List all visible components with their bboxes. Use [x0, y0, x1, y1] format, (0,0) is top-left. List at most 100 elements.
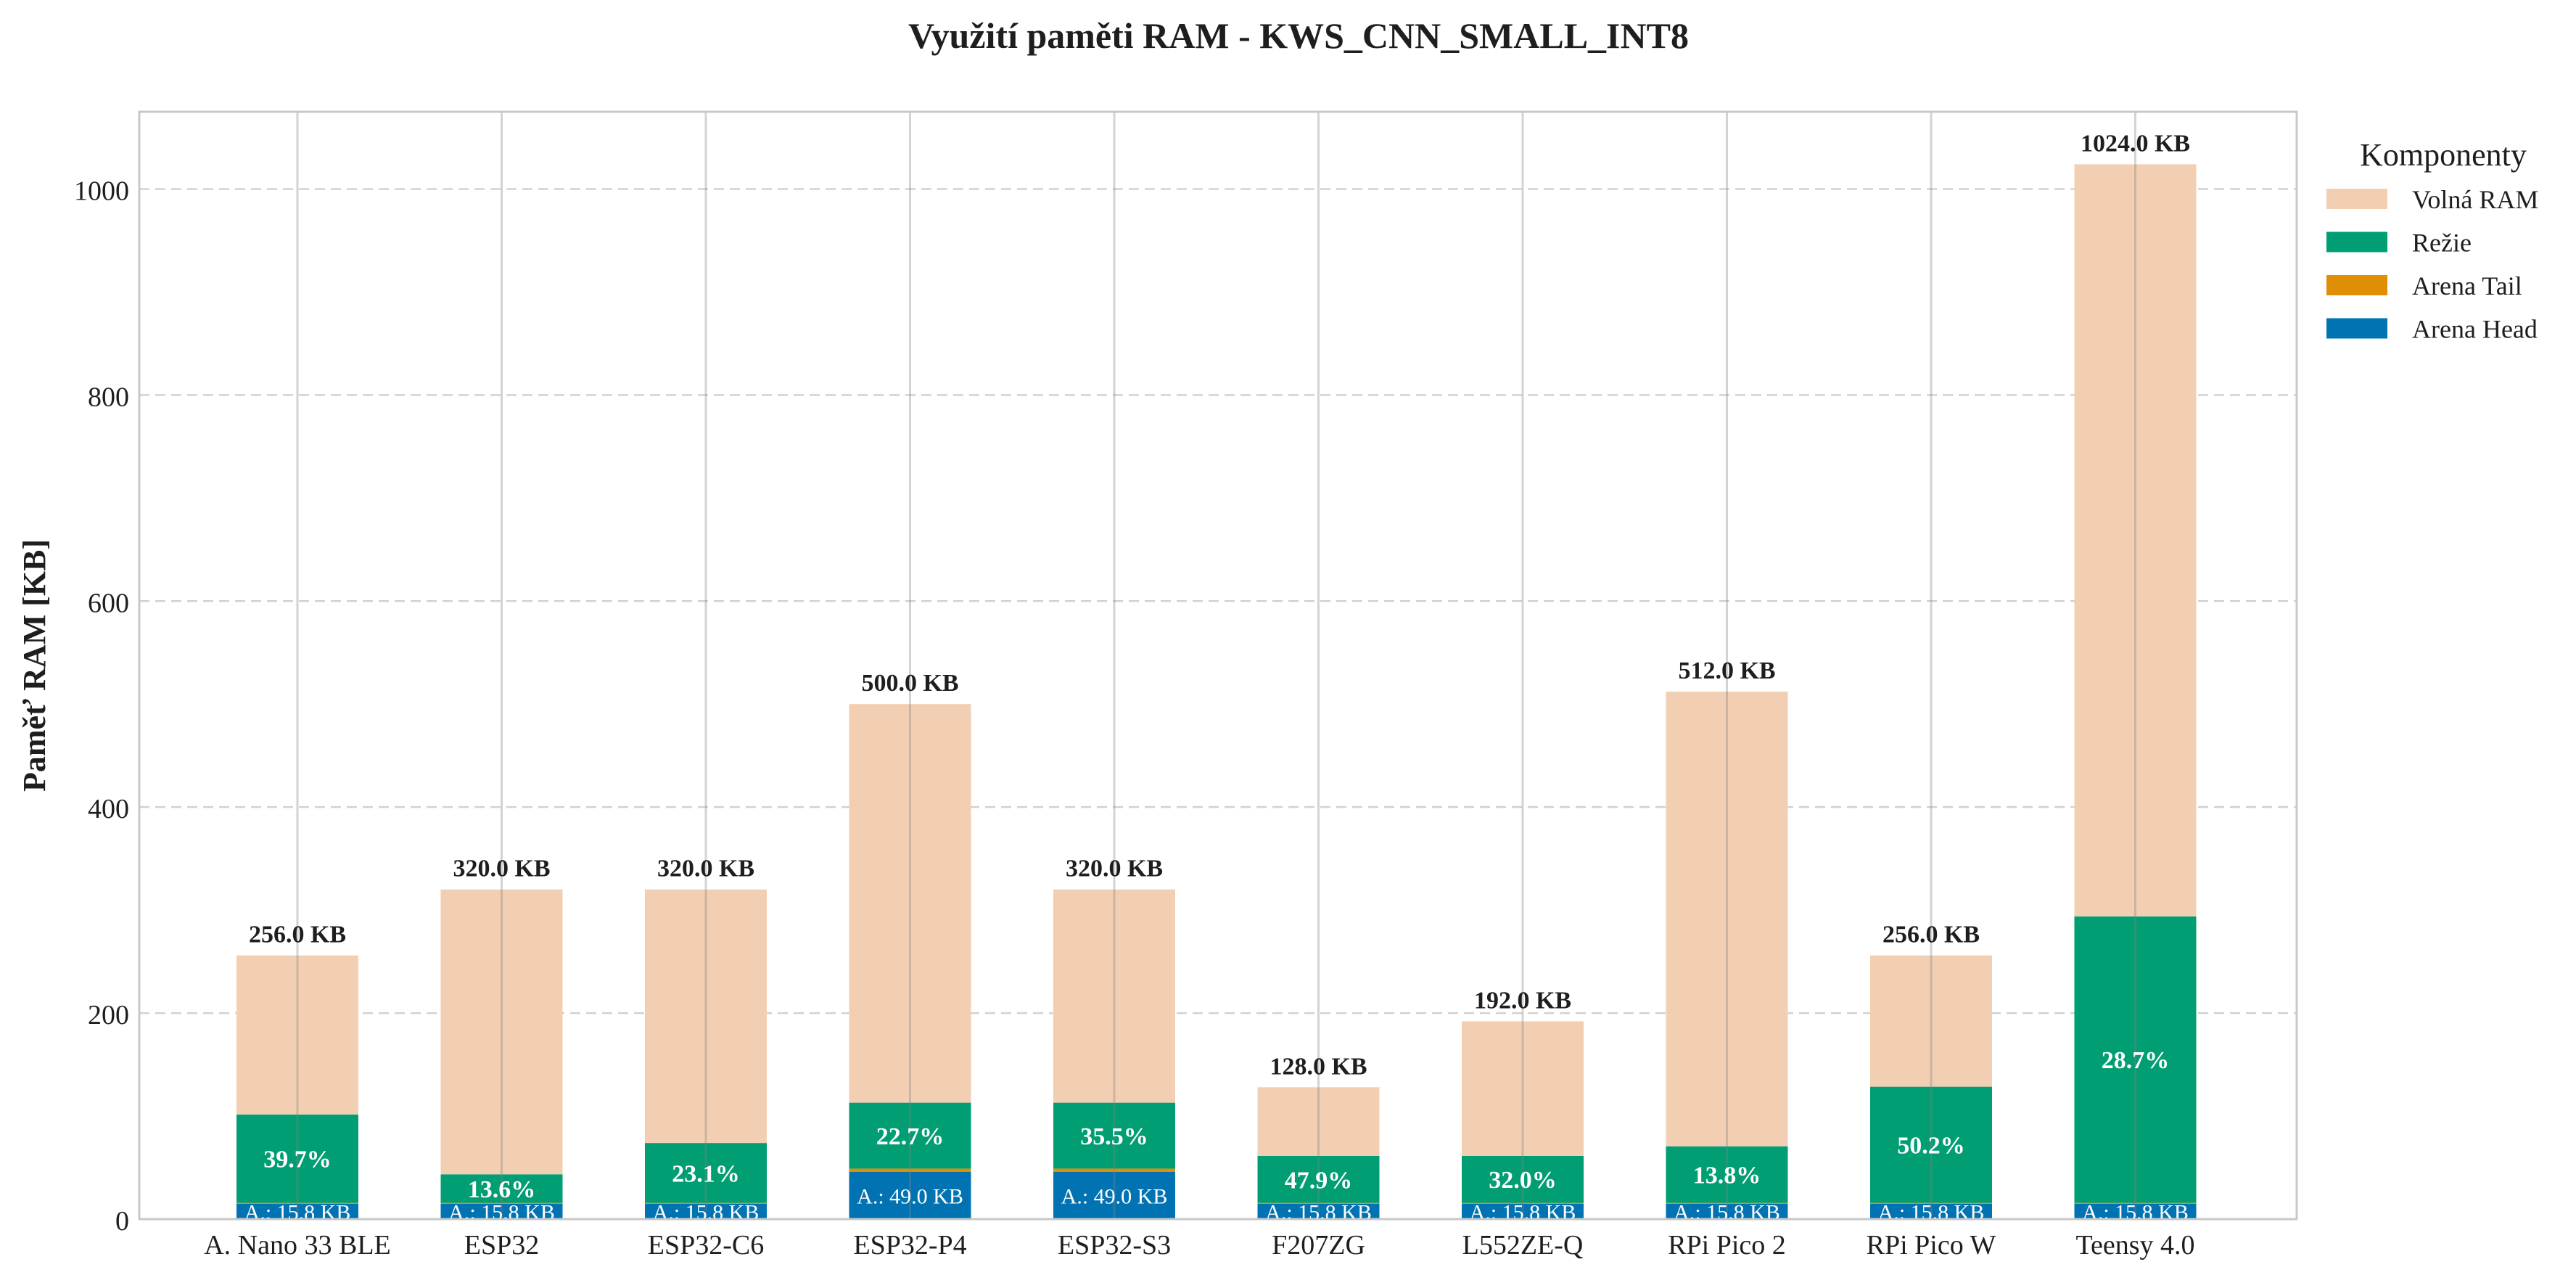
- bar-segment: [2074, 916, 2197, 1203]
- x-tick-label: ESP32-C6: [648, 1230, 764, 1260]
- x-tick-label: ESP32-P4: [853, 1230, 966, 1260]
- total-label: 128.0 KB: [1270, 1053, 1367, 1080]
- usage-label: 35.5%: [1080, 1123, 1148, 1150]
- x-tick-label: Teensy 4.0: [2075, 1230, 2194, 1260]
- x-tick-label: RPi Pico 2: [1668, 1230, 1786, 1260]
- bar-segment: [2074, 1202, 2197, 1204]
- bar-segment: [1257, 1155, 1380, 1203]
- usage-label: 32.0%: [1489, 1167, 1557, 1194]
- bar-segment: [849, 704, 971, 1103]
- bar-segment: [2074, 164, 2197, 917]
- bar-segment: [1257, 1087, 1380, 1156]
- total-label: 320.0 KB: [657, 856, 754, 882]
- total-label: 320.0 KB: [453, 856, 550, 882]
- bar-segment: [1257, 1202, 1380, 1204]
- arena-label: A.: 15.8 KB: [1470, 1200, 1576, 1224]
- arena-label: A.: 49.0 KB: [1061, 1184, 1168, 1208]
- bar-segment: [1666, 1202, 1788, 1204]
- total-label: 1024.0 KB: [2081, 130, 2190, 157]
- bar-segment: [1053, 889, 1175, 1103]
- bar-segment: [1666, 1203, 1788, 1219]
- bar-segment: [1462, 1203, 1584, 1219]
- usage-label: 39.7%: [263, 1147, 332, 1173]
- bar-segment: [236, 1114, 358, 1203]
- legend-label: Režie: [2412, 229, 2472, 258]
- chart-title: Využití paměti RAM - KWS_CNN_SMALL_INT8: [908, 15, 1689, 56]
- legend-label: Arena Head: [2412, 315, 2538, 344]
- bar-segment: [849, 1168, 971, 1172]
- bar-segment: [645, 889, 767, 1144]
- bar-segment: [236, 955, 358, 1115]
- total-label: 256.0 KB: [1882, 922, 1980, 948]
- bar-segment: [1053, 1171, 1175, 1219]
- bar-segment: [1462, 1021, 1584, 1156]
- legend-title: Komponenty: [2360, 137, 2527, 173]
- bar-segment: [2074, 1203, 2197, 1219]
- bar-segment: [236, 1202, 358, 1204]
- bar-segment: [1462, 1155, 1584, 1203]
- bar-segment: [849, 1102, 971, 1169]
- y-tick-label: 600: [88, 588, 129, 618]
- legend-swatch: [2326, 318, 2387, 339]
- arena-label: A.: 15.8 KB: [448, 1200, 555, 1224]
- bar-segment: [849, 1171, 971, 1219]
- bar-segment: [1666, 692, 1788, 1147]
- arena-label: A.: 15.8 KB: [1265, 1200, 1372, 1224]
- y-tick-label: 400: [88, 794, 129, 824]
- vertical-lines-layer: [296, 112, 2136, 1219]
- bar-segment: [440, 1202, 563, 1204]
- y-tick-label: 1000: [74, 176, 129, 206]
- x-tick-label: A. Nano 33 BLE: [204, 1230, 391, 1260]
- arena-label: A.: 15.8 KB: [1878, 1200, 1985, 1224]
- bar-segment: [1666, 1146, 1788, 1203]
- total-label: 500.0 KB: [861, 670, 958, 697]
- arena-label: A.: 15.8 KB: [244, 1200, 351, 1224]
- bar-segment: [1870, 955, 1992, 1087]
- arena-label: A.: 15.8 KB: [653, 1200, 760, 1224]
- bar-segment: [1870, 1086, 1992, 1203]
- arena-label: A.: 49.0 KB: [857, 1184, 963, 1208]
- bar-segment: [1870, 1202, 1992, 1204]
- axis-layer: 0 200 400 600 800 1000 A. Nano 33 BLE ESP32 ESP3…: [74, 176, 2195, 1260]
- legend-label: Arena Tail: [2412, 271, 2522, 300]
- bar-segment: [1870, 1203, 1992, 1219]
- bar-segment: [645, 1202, 767, 1204]
- legend: Komponenty Volná RAM Režie Arena Tail Arena …: [2326, 137, 2538, 344]
- bar-segment: [440, 889, 563, 1175]
- legend-swatch: [2326, 275, 2387, 295]
- legend-label: Volná RAM: [2412, 185, 2538, 214]
- total-label: 192.0 KB: [1474, 987, 1571, 1014]
- usage-label: 13.6%: [468, 1176, 536, 1203]
- y-tick-label: 0: [115, 1206, 129, 1237]
- bar-segment: [645, 1143, 767, 1203]
- total-label: 512.0 KB: [1678, 657, 1775, 684]
- usage-label: 50.2%: [1897, 1133, 1965, 1160]
- plot-frame: [138, 110, 2298, 1221]
- bar-segment: [1053, 1168, 1175, 1172]
- bar-segment: [1462, 1202, 1584, 1204]
- usage-label: 47.9%: [1285, 1167, 1353, 1194]
- bar-segment: [1257, 1203, 1380, 1219]
- y-tick-label: 800: [88, 382, 129, 412]
- usage-label: 22.7%: [876, 1123, 945, 1150]
- x-tick-label: ESP32: [464, 1230, 539, 1260]
- bar-segment: [440, 1203, 563, 1219]
- bar-segment: [1053, 1102, 1175, 1169]
- usage-label: 13.8%: [1693, 1163, 1761, 1189]
- x-tick-label: F207ZG: [1272, 1230, 1365, 1260]
- usage-label: 23.1%: [672, 1160, 740, 1187]
- arena-label: A.: 15.8 KB: [1674, 1200, 1780, 1224]
- legend-swatch: [2326, 189, 2387, 209]
- y-axis-label: Paměť RAM [KB]: [17, 539, 52, 792]
- x-tick-label: RPi Pico W: [1867, 1230, 1996, 1260]
- legend-swatch: [2326, 231, 2387, 253]
- bars-layer: [236, 164, 2197, 1219]
- usage-label: 28.7%: [2102, 1047, 2170, 1074]
- bar-segment: [645, 1203, 767, 1219]
- x-tick-label: ESP32-S3: [1058, 1230, 1171, 1260]
- y-tick-label: 200: [88, 1000, 129, 1030]
- x-tick-label: L552ZE-Q: [1462, 1230, 1584, 1260]
